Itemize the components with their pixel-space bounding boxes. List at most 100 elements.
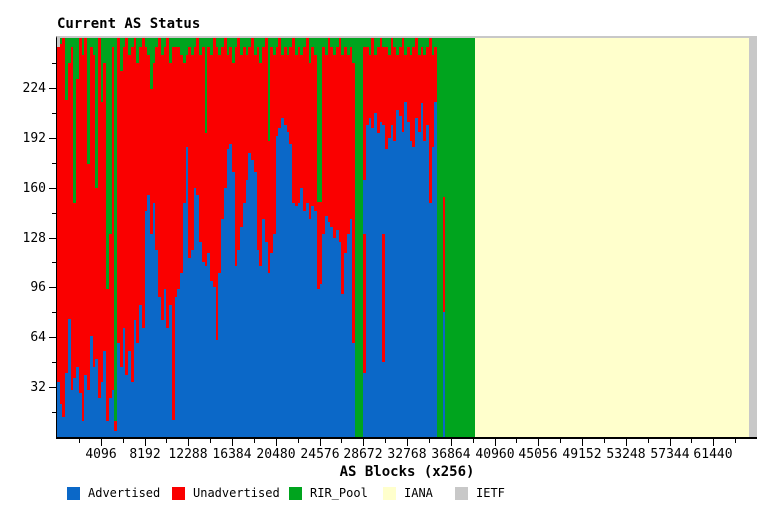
x-tick [363, 439, 364, 446]
bar-segment-y [516, 38, 520, 437]
bar-segment-b [76, 366, 79, 437]
bar-segment-r [270, 47, 274, 254]
bar-segment-g [431, 38, 435, 56]
bar-segment-r [349, 47, 353, 219]
bar-segment-b [106, 421, 109, 437]
bar-segment-b [423, 140, 427, 437]
bar-segment-r [264, 38, 268, 243]
bar-segment-b [215, 340, 219, 437]
bar-segment-b [292, 203, 295, 437]
bar-segment-g [368, 38, 372, 56]
as-block-bar [502, 38, 506, 437]
x-tick [320, 439, 321, 446]
bar-segment-y [571, 38, 574, 437]
bar-segment-g [103, 38, 107, 63]
bar-segment-b [297, 203, 301, 437]
bar-segment-b [119, 366, 123, 437]
as-block-bar [108, 38, 112, 437]
bar-segment-b [322, 234, 325, 437]
bar-segment-g [396, 38, 399, 56]
bar-segment-r [407, 47, 410, 123]
x-tick-label: 57344 [650, 447, 690, 462]
bar-segment-b [155, 249, 159, 437]
bar-segment-b [442, 312, 446, 437]
bar-segment-r [212, 38, 216, 288]
bar-segment-b [196, 195, 200, 437]
bar-segment-r [180, 55, 183, 274]
bar-segment-b [160, 320, 164, 437]
bar-segment-r [379, 38, 383, 123]
as-block-bar [715, 38, 719, 437]
bar-segment-r [289, 47, 293, 144]
bar-segment-r [275, 47, 279, 137]
as-block-bar [382, 38, 386, 437]
bar-segment-b [396, 109, 399, 437]
x-axis-title: AS Blocks (x256) [339, 464, 475, 480]
bar-segment-b [420, 103, 424, 437]
bar-segment-r [324, 55, 328, 216]
bar-segment-r [428, 38, 432, 204]
as-block-bar [103, 38, 107, 437]
bar-segment-g [207, 38, 211, 48]
bar-segment-y [669, 38, 673, 437]
as-block-bar [612, 38, 615, 437]
bar-segment-g [218, 38, 222, 56]
bar-segment-b [204, 265, 208, 437]
as-block-bar [710, 38, 714, 437]
bar-segment-g [357, 38, 361, 437]
bar-segment-g [275, 38, 279, 48]
bar-segment-b [426, 125, 429, 437]
bar-segment-y [483, 38, 487, 437]
as-block-bar [628, 38, 632, 437]
bar-segment-r [171, 47, 175, 420]
bar-segment-r [144, 47, 148, 212]
bar-segment-y [713, 38, 716, 437]
as-block-bar [207, 38, 211, 437]
as-block-bar [327, 38, 331, 437]
bar-segment-y [672, 38, 675, 437]
as-block-bar [409, 38, 413, 437]
as-block-bar [426, 38, 429, 437]
bar-segment-b [100, 382, 104, 437]
bar-segment-r [338, 38, 342, 243]
bar-segment-g [349, 38, 353, 48]
bar-segment-r [281, 55, 284, 118]
bar-segment-y [743, 38, 747, 437]
bar-segment-y [715, 38, 719, 437]
bar-segment-r [242, 47, 246, 204]
as-block-bar [510, 38, 514, 437]
as-block-bar [743, 38, 747, 437]
bar-segment-r [133, 38, 137, 321]
bar-segment-r [292, 38, 295, 204]
as-block-bar [376, 38, 380, 437]
as-block-bar [458, 38, 462, 437]
as-block-bar [81, 38, 85, 437]
bar-segment-y [565, 38, 569, 437]
bar-segment-y [655, 38, 659, 437]
bar-segment-g [149, 38, 153, 90]
bar-segment-b [286, 131, 290, 437]
bar-segment-r [70, 47, 74, 391]
as-block-bar [573, 38, 577, 437]
bar-segment-b [70, 390, 74, 437]
bar-segment-y [519, 38, 522, 437]
bar-segment-g [387, 38, 391, 56]
bar-segment-b [251, 159, 254, 437]
bar-segment-g [136, 38, 140, 63]
bar-segment-r [322, 47, 325, 235]
x-tick-label: 28672 [343, 447, 383, 462]
as-block-bar [166, 38, 170, 437]
bar-segment-g [461, 38, 465, 437]
bar-segment-b [166, 327, 170, 437]
bar-segment-r [442, 196, 446, 313]
bar-segment-g [130, 38, 134, 48]
as-block-bar [333, 38, 336, 437]
y-tick [49, 337, 56, 338]
bar-segment-r [196, 38, 200, 196]
as-block-bar [423, 38, 427, 437]
bar-segment-g [469, 38, 473, 437]
as-block-bar [530, 38, 533, 437]
bar-segment-b [330, 226, 334, 437]
bar-segment-r [412, 47, 416, 148]
bar-segment-r [303, 47, 306, 212]
